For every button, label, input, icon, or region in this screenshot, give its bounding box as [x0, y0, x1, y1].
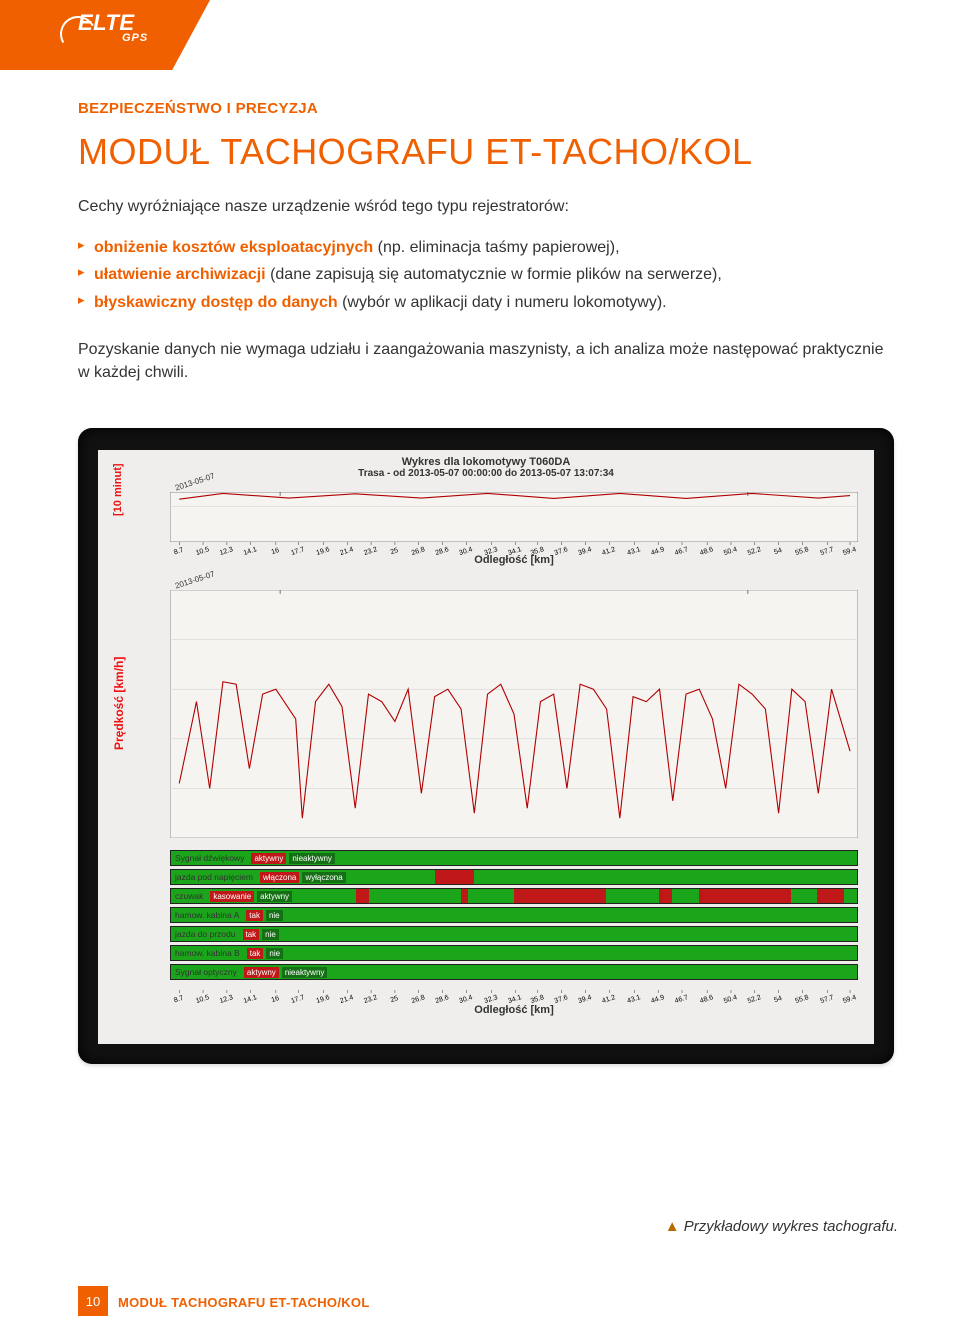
brand-logo: ELTE GPS	[78, 10, 148, 44]
monitor-screen: Wykres dla lokomotywy T060DA Trasa - od …	[98, 450, 874, 1044]
status-label: jazda pod napięciem	[171, 870, 257, 884]
figure-caption: Przykładowy wykres tachografu.	[665, 1218, 898, 1235]
page-number: 10	[78, 1286, 108, 1316]
status-row: czuwakkasowanieaktywny	[170, 888, 858, 904]
status-tag-b: nie	[262, 929, 279, 940]
status-rows: Sygnał dźwiękowyaktywnynieaktywnyjazda p…	[170, 850, 858, 983]
bullet-bold: błyskawiczny dostęp do danych	[94, 294, 338, 311]
bullet-rest: (wybór w aplikacji daty i numeru lokomot…	[338, 294, 667, 311]
monitor-frame: Wykres dla lokomotywy T060DA Trasa - od …	[78, 428, 894, 1064]
bullet-item: ułatwienie archiwizacji (dane zapisują s…	[78, 261, 898, 288]
bullet-rest: (dane zapisują się automatycznie w formi…	[266, 266, 722, 283]
eyebrow: BEZPIECZEŃSTWO I PRECYZJA	[78, 100, 898, 117]
status-row: Sygnał optycznyaktywnynieaktywny	[170, 964, 858, 980]
chart-title: Wykres dla lokomotywy T060DA	[98, 450, 874, 468]
panel1-ylabel: [10 minut]	[112, 464, 124, 517]
caption-row: Przykładowy wykres tachografu.	[78, 1218, 898, 1236]
svg-text:25: 25	[390, 995, 400, 1004]
panel2-xlabel: Odległość [km]	[170, 1004, 858, 1016]
status-tag-b: nie	[266, 910, 283, 921]
lead-text: Cechy wyróżniające nasze urządzenie wśró…	[78, 195, 898, 218]
status-tag-b: wyłączona	[302, 872, 345, 883]
bullet-bold: ułatwienie archiwizacji	[94, 266, 266, 283]
chart-panel: 0204060801001213	[170, 590, 858, 838]
status-row: jazda do przodutaknie	[170, 926, 858, 942]
status-label: Sygnał dźwiękowy	[171, 851, 248, 865]
bullet-item: obniżenie kosztów eksploatacyjnych (np. …	[78, 234, 898, 261]
status-label: Sygnał optyczny	[171, 965, 241, 979]
bullet-item: błyskawiczny dostęp do danych (wybór w a…	[78, 289, 898, 316]
chart-panel: 101213	[170, 492, 858, 542]
status-tag-a: włączona	[260, 872, 299, 883]
status-tag-a: tak	[243, 929, 260, 940]
status-tag-b: nie	[266, 948, 283, 959]
svg-text:16: 16	[271, 995, 281, 1004]
panel2-ylabel: Prędkość [km/h]	[112, 657, 126, 750]
status-tag-a: aktywny	[244, 967, 279, 978]
page-title: MODUŁ TACHOGRAFU ET-TACHO/KOL	[78, 131, 898, 173]
status-tag-a: tak	[246, 910, 263, 921]
status-label: jazda do przodu	[171, 927, 240, 941]
status-label: hamow. kabina B	[171, 946, 244, 960]
status-tag-b: nieaktywny	[282, 967, 328, 978]
bullet-bold: obniżenie kosztów eksploatacyjnych	[94, 239, 373, 256]
status-tag-b: nieaktywny	[289, 853, 335, 864]
status-row: hamow. kabina Ataknie	[170, 907, 858, 923]
bullet-list: obniżenie kosztów eksploatacyjnych (np. …	[78, 234, 898, 316]
status-label: czuwak	[171, 889, 207, 903]
status-tag-a: kasowanie	[210, 891, 254, 902]
status-tag-a: tak	[247, 948, 264, 959]
paragraph: Pozyskanie danych nie wymaga udziału i z…	[78, 338, 898, 384]
footer-title: MODUŁ TACHOGRAFU ET-TACHO/KOL	[118, 1295, 370, 1310]
status-row: jazda pod napięciemwłączonawyłączona	[170, 869, 858, 885]
svg-text:54: 54	[773, 995, 783, 1004]
panel2-date-label: 2013-05-07	[174, 569, 216, 590]
status-row: Sygnał dźwiękowyaktywnynieaktywny	[170, 850, 858, 866]
panel1-xlabel: Odległość [km]	[170, 554, 858, 566]
bullet-rest: (np. eliminacja taśmy papierowej),	[373, 239, 619, 256]
status-label: hamow. kabina A	[171, 908, 243, 922]
status-tag-b: aktywny	[257, 891, 292, 902]
brand-sub: GPS	[122, 32, 148, 44]
svg-text:8.7: 8.7	[173, 995, 185, 1005]
page-content: BEZPIECZEŃSTWO I PRECYZJA MODUŁ TACHOGRA…	[78, 100, 898, 1064]
status-row: hamow. kabina Btaknie	[170, 945, 858, 961]
status-tag-a: aktywny	[251, 853, 286, 864]
